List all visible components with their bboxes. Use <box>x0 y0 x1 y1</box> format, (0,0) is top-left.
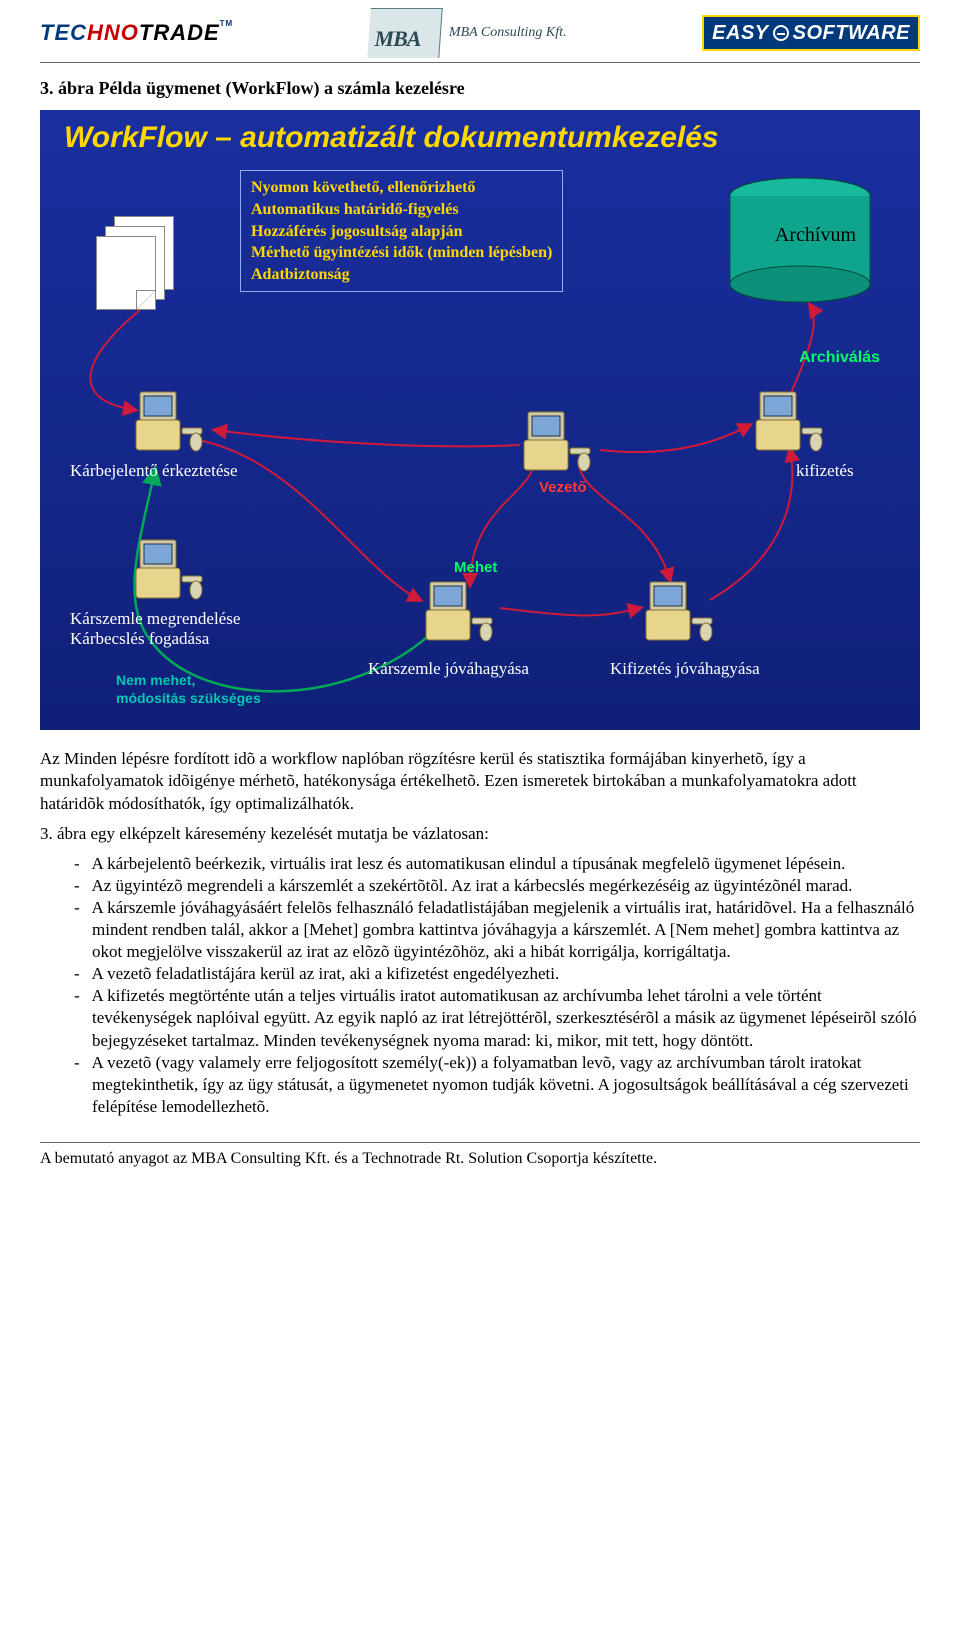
mba-logo-box: MBA <box>367 8 442 58</box>
station-kifizetes-jovahagy <box>640 580 720 644</box>
page-footer: A bemutató anyagot az MBA Consulting Kft… <box>40 1142 920 1170</box>
bullet-4: A kifizetés megtörténte után a teljes vi… <box>74 985 920 1051</box>
station-vezeto <box>518 410 598 474</box>
technotrade-tm: TM <box>220 19 234 28</box>
bullet-2: A kárszemle jóváhagyásáért felelõs felha… <box>74 897 920 963</box>
station-karszemle-megrend <box>130 538 210 602</box>
label-kifizetes: kifizetés <box>796 460 854 482</box>
bullet-5: A vezetõ (vagy valamely erre feljogosíto… <box>74 1052 920 1118</box>
bullet-1: Az ügyintézõ megrendeli a kárszemlét a s… <box>74 875 920 897</box>
mba-logo-text: MBA <box>374 25 420 54</box>
intro-paragraph: Az Minden lépésre fordított idõ a workfl… <box>40 748 920 814</box>
label-nem-mehet-1: Nem mehet, <box>116 672 195 690</box>
label-karszemle-megrend-2: Kárbecslés fogadása <box>70 628 209 650</box>
easy-part1: EASY <box>712 20 768 46</box>
label-nem-mehet-2: módosítás szükséges <box>116 690 261 708</box>
feature-line-2: Hozzáférés jogosultság alapján <box>251 221 552 243</box>
technotrade-part1: TEC <box>40 20 87 45</box>
document-stack-icon <box>96 216 180 306</box>
feature-line-3: Mérhető ügyintézési idők (minden lépésbe… <box>251 242 552 264</box>
abra-lead: 3. ábra egy elképzelt káresemény kezelés… <box>40 823 920 845</box>
figure-caption: 3. ábra Példa ügymenet (WorkFlow) a szám… <box>40 77 920 100</box>
bullet-0: A kárbejelentõ beérkezik, virtuális irat… <box>74 853 920 875</box>
label-karszemle-megrend-1: Kárszemle megrendelése <box>70 608 240 630</box>
mba-text: MBA Consulting Kft. <box>449 24 567 42</box>
bullet-list: A kárbejelentõ beérkezik, virtuális irat… <box>40 853 920 1118</box>
feature-line-1: Automatikus határidő-figyelés <box>251 199 552 221</box>
label-karbejelento: Kárbejelentő érkeztetése <box>70 460 238 482</box>
label-vezeto: Vezető <box>539 478 587 498</box>
archive-label: Archívum <box>775 222 856 248</box>
station-karbejelento <box>130 390 210 454</box>
bullet-3: A vezetõ feladatlistájára kerül az irat,… <box>74 963 920 985</box>
feature-line-4: Adatbiztonság <box>251 264 552 286</box>
diagram-features-box: Nyomon követhető, ellenőrizhető Automati… <box>240 170 563 292</box>
intro-text: Az Minden lépésre fordított idõ a workfl… <box>40 748 920 814</box>
label-karszemle-jovahagy: Kárszemle jóváhagyása <box>368 658 529 680</box>
label-mehet: Mehet <box>454 558 497 578</box>
station-kifizetes <box>750 390 830 454</box>
workflow-diagram: WorkFlow – automatizált dokumentumkezelé… <box>40 110 920 730</box>
technotrade-part3: TRADE <box>139 20 220 45</box>
station-karszemle-jovahagy <box>420 580 500 644</box>
abra-lead-text: 3. ábra egy elképzelt káresemény kezelés… <box>40 823 920 845</box>
label-kifizetes-jovahagy: Kifizetés jóváhagyása <box>610 658 760 680</box>
logo-easy-software: EASY SOFTWARE <box>702 15 920 51</box>
logo-technotrade: TECHNOTRADETM <box>40 19 233 48</box>
feature-line-0: Nyomon követhető, ellenőrizhető <box>251 177 552 199</box>
technotrade-part2: HNO <box>87 20 139 45</box>
diagram-title: WorkFlow – automatizált dokumentumkezelé… <box>64 118 719 157</box>
archivalas-label: Archiválás <box>799 348 880 369</box>
easy-separator-icon <box>773 25 789 41</box>
easy-part2: SOFTWARE <box>793 20 910 46</box>
logo-mba: MBA MBA Consulting Kft. <box>369 8 567 58</box>
page-header: TECHNOTRADETM MBA MBA Consulting Kft. EA… <box>40 0 920 63</box>
